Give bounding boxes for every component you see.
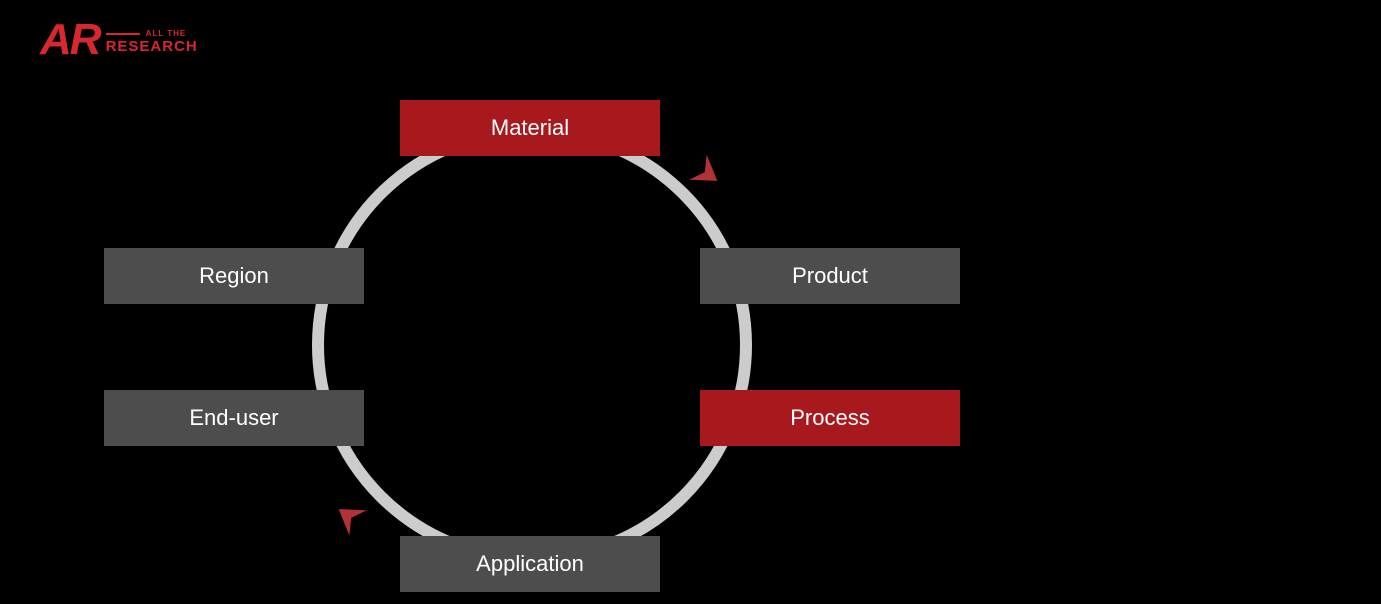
node-process-label: Process: [790, 405, 869, 431]
node-material-label: Material: [491, 115, 569, 141]
node-region: Region: [104, 248, 364, 304]
node-end-user: End-user: [104, 390, 364, 446]
arrow-bottom-left-icon: [323, 491, 370, 538]
node-process: Process: [700, 390, 960, 446]
node-product: Product: [700, 248, 960, 304]
node-product-label: Product: [792, 263, 868, 289]
node-application: Application: [400, 536, 660, 592]
cycle-ring: [312, 125, 752, 565]
node-region-label: Region: [199, 263, 269, 289]
cycle-diagram: Material Product Process Application End-use…: [0, 0, 1381, 604]
node-material: Material: [400, 100, 660, 156]
arrow-top-right-icon: [685, 151, 732, 198]
node-end-user-label: End-user: [189, 405, 278, 431]
node-application-label: Application: [476, 551, 584, 577]
